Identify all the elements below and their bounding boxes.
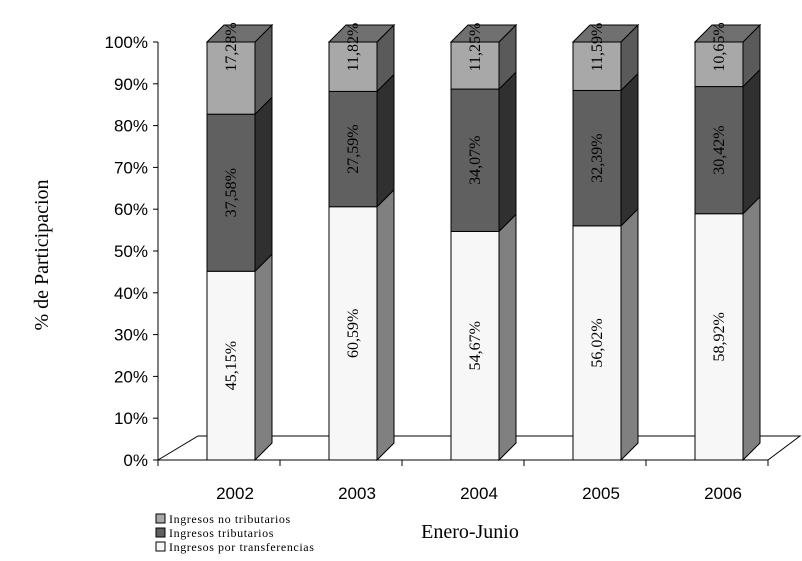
bar-top-face bbox=[205, 24, 274, 43]
bar-top-face bbox=[693, 24, 762, 43]
bar-segment-side bbox=[742, 68, 761, 215]
bar-segment-side bbox=[376, 73, 395, 208]
bar-segment-side bbox=[376, 188, 395, 462]
data-label: 11,25% bbox=[467, 23, 484, 72]
axes: 0% 10% 20% 30% 40% 50% 60% 70% 80% 90% 100% 2002 200… bbox=[105, 33, 769, 503]
y-tick-label: 70% bbox=[114, 158, 148, 177]
bar-segment bbox=[572, 89, 622, 227]
data-label: 58,92% bbox=[711, 312, 728, 361]
y-tick-label: 50% bbox=[114, 242, 148, 261]
y-tick-label: 0% bbox=[123, 451, 148, 470]
legend-label: Ingresos no tributarios bbox=[169, 512, 291, 526]
legend-swatch bbox=[155, 513, 166, 524]
legend-swatch bbox=[155, 541, 166, 552]
x-tick-label: 2005 bbox=[582, 484, 620, 503]
data-label: 45,15% bbox=[223, 341, 240, 390]
data-labels: 45,15% 37,58% 17,28% 60,59% 27,59% 11,82% 54,6… bbox=[223, 22, 728, 390]
x-tick-label: 2004 bbox=[460, 484, 498, 503]
data-label: 34,07% bbox=[467, 136, 484, 185]
data-label: 60,59% bbox=[345, 309, 362, 358]
y-tick-label: 80% bbox=[114, 117, 148, 136]
bar-segment bbox=[206, 41, 256, 115]
bar-segment-side bbox=[620, 207, 639, 462]
legend-swatch bbox=[155, 527, 166, 538]
x-axis-title: Enero-Junio bbox=[421, 521, 519, 543]
bar-segment bbox=[206, 270, 256, 461]
bar-segment bbox=[694, 41, 744, 88]
data-label: 37,58% bbox=[223, 168, 240, 217]
y-axis-title: % de Participacion bbox=[31, 179, 53, 330]
legend-label: Ingresos tributarios bbox=[169, 526, 274, 540]
bar-segment-side bbox=[620, 72, 639, 228]
bar-segment bbox=[450, 88, 500, 232]
bar-segment-side bbox=[498, 213, 517, 462]
data-label: 10,65% bbox=[711, 22, 728, 71]
legend-label: Ingresos por transferencias bbox=[169, 540, 314, 554]
data-label: 30,42% bbox=[711, 125, 728, 174]
bar-top-face bbox=[571, 24, 640, 43]
x-tick-label: 2003 bbox=[338, 484, 376, 503]
bars bbox=[205, 23, 762, 462]
bar-segment-side bbox=[498, 70, 517, 233]
data-label: 11,82% bbox=[345, 23, 362, 72]
bar-segment bbox=[572, 225, 622, 461]
data-label: 32,39% bbox=[589, 133, 606, 182]
data-label: 56,02% bbox=[589, 318, 606, 367]
bar-top-face bbox=[449, 24, 518, 43]
y-tick-label: 90% bbox=[114, 75, 148, 94]
bar-segment bbox=[694, 213, 744, 461]
y-tick-label: 30% bbox=[114, 326, 148, 345]
bar-segment-side bbox=[254, 95, 273, 273]
y-tick-label: 40% bbox=[114, 284, 148, 303]
data-label: 27,59% bbox=[345, 124, 362, 173]
y-tick-label: 20% bbox=[114, 367, 148, 386]
bar-segment-side bbox=[254, 253, 273, 462]
data-label: 17,28% bbox=[223, 22, 240, 71]
x-tick-label: 2006 bbox=[704, 484, 742, 503]
bar-segment bbox=[206, 113, 256, 272]
y-tick-label: 10% bbox=[114, 409, 148, 428]
bar-segment bbox=[328, 206, 378, 461]
data-label: 11,59% bbox=[589, 23, 606, 72]
bar-segment-side bbox=[742, 195, 761, 462]
bar-top-face bbox=[327, 24, 396, 43]
data-label: 54,67% bbox=[467, 321, 484, 370]
bar-segment bbox=[694, 86, 744, 215]
x-tick-label: 2002 bbox=[216, 484, 254, 503]
bar-segment bbox=[328, 90, 378, 208]
y-tick-label: 100% bbox=[105, 33, 148, 52]
y-tick-label: 60% bbox=[114, 200, 148, 219]
